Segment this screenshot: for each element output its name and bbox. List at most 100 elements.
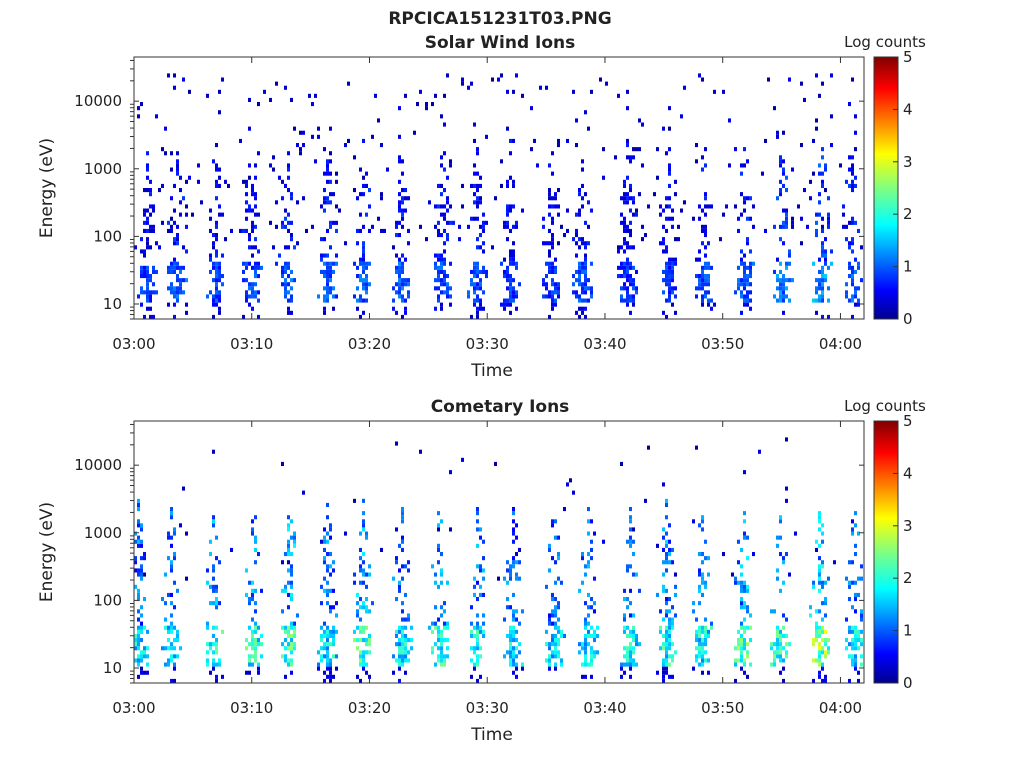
spectrogram-cell [170,290,173,295]
spectrogram-cell [821,155,824,160]
spectrogram-cell [818,580,821,585]
spectrogram-cell [287,261,290,266]
spectrogram-cell [473,633,476,638]
spectrogram-cell [506,89,509,94]
spectrogram-cell [626,106,629,111]
spectrogram-cell [512,89,515,94]
spectrogram-cell [812,138,815,143]
spectrogram-cell [299,147,302,152]
spectrogram-cell [509,302,512,307]
spectrogram-cell [821,81,824,86]
spectrogram-cell [554,282,557,287]
spectrogram-cell [449,527,452,532]
spectrogram-cell [749,290,752,295]
spectrogram-cell [239,138,242,143]
spectrogram-cell [743,470,746,475]
spectrogram-cell [683,85,686,90]
spectrogram-cell [359,662,362,667]
spectrogram-cell [332,306,335,311]
spectrogram-cell [629,282,632,287]
spectrogram-cell [569,478,572,483]
spectrogram-cell [764,138,767,143]
spectrogram-cell [593,576,596,581]
spectrogram-cell [848,584,851,589]
spectrogram-cell [476,216,479,221]
spectrogram-cell [701,642,704,647]
spectrogram-cell [332,261,335,266]
spectrogram-cell [395,642,398,647]
spectrogram-cell [140,658,143,663]
spectrogram-cell [851,638,854,643]
spectrogram-cell [218,278,221,283]
spectrogram-cell [437,633,440,638]
spectrogram-cell [314,159,317,164]
spectrogram-cell [779,188,782,193]
spectrogram-cell [509,253,512,258]
spectrogram-cell [629,539,632,544]
spectrogram-cell [632,527,635,532]
spectrogram-cell [662,658,665,663]
spectrogram-cell [212,265,215,270]
spectrogram-cell [824,580,827,585]
spectrogram-cell [668,163,671,168]
spectrogram-cell [230,228,233,233]
spectrogram-cell [293,531,296,536]
spectrogram-cell [668,261,671,266]
spectrogram-cell [362,138,365,143]
spectrogram-cell [737,580,740,585]
spectrogram-cell [704,294,707,299]
spectrogram-cell [749,196,752,201]
spectrogram-cell [857,592,860,597]
spectrogram-cell [218,298,221,303]
spectrogram-cell [287,539,290,544]
spectrogram-cell [254,625,257,630]
panel-title: Solar Wind Ions [425,33,576,53]
x-tick-label: 03:00 [112,699,155,717]
spectrogram-cell [548,265,551,270]
spectrogram-cell [317,134,320,139]
spectrogram-cell [443,257,446,262]
spectrogram-cell [542,224,545,229]
spectrogram-cell [746,642,749,647]
spectrogram-cell [362,249,365,254]
spectrogram-cell [212,625,215,630]
spectrogram-cell [359,228,362,233]
spectrogram-cell [629,674,632,679]
spectrogram-cell [362,286,365,291]
spectrogram-cell [773,654,776,659]
spectrogram-cell [743,208,746,213]
spectrogram-cell [473,290,476,295]
spectrogram-cell [254,175,257,180]
spectrogram-cell [749,638,752,643]
spectrogram-cell [701,294,704,299]
spectrogram-cell [593,638,596,643]
spectrogram-cell [476,564,479,569]
spectrogram-cell [365,584,368,589]
spectrogram-cell [587,605,590,610]
spectrogram-cell [815,629,818,634]
spectrogram-cell [323,208,326,213]
spectrogram-cell [671,621,674,626]
spectrogram-cell [827,216,830,221]
spectrogram-cell [398,568,401,573]
spectrogram-cell [812,678,815,683]
spectrogram-cell [620,245,623,250]
spectrogram-cell [743,625,746,630]
spectrogram-cell [845,646,848,651]
spectrogram-cell [134,245,137,250]
spectrogram-cell [854,633,857,638]
spectrogram-cell [173,625,176,630]
spectrogram-cell [521,609,524,614]
spectrogram-cell [248,245,251,250]
spectrogram-cell [575,241,578,246]
spectrogram-cell [506,204,509,209]
spectrogram-cell [245,646,248,651]
spectrogram-cell [851,662,854,667]
spectrogram-cell [332,568,335,573]
spectrogram-cell [701,580,704,585]
spectrogram-cell [356,674,359,679]
spectrogram-cell [776,625,779,630]
spectrogram-cell [245,208,248,213]
spectrogram-cell [335,666,338,671]
spectrogram-cell [212,449,215,454]
